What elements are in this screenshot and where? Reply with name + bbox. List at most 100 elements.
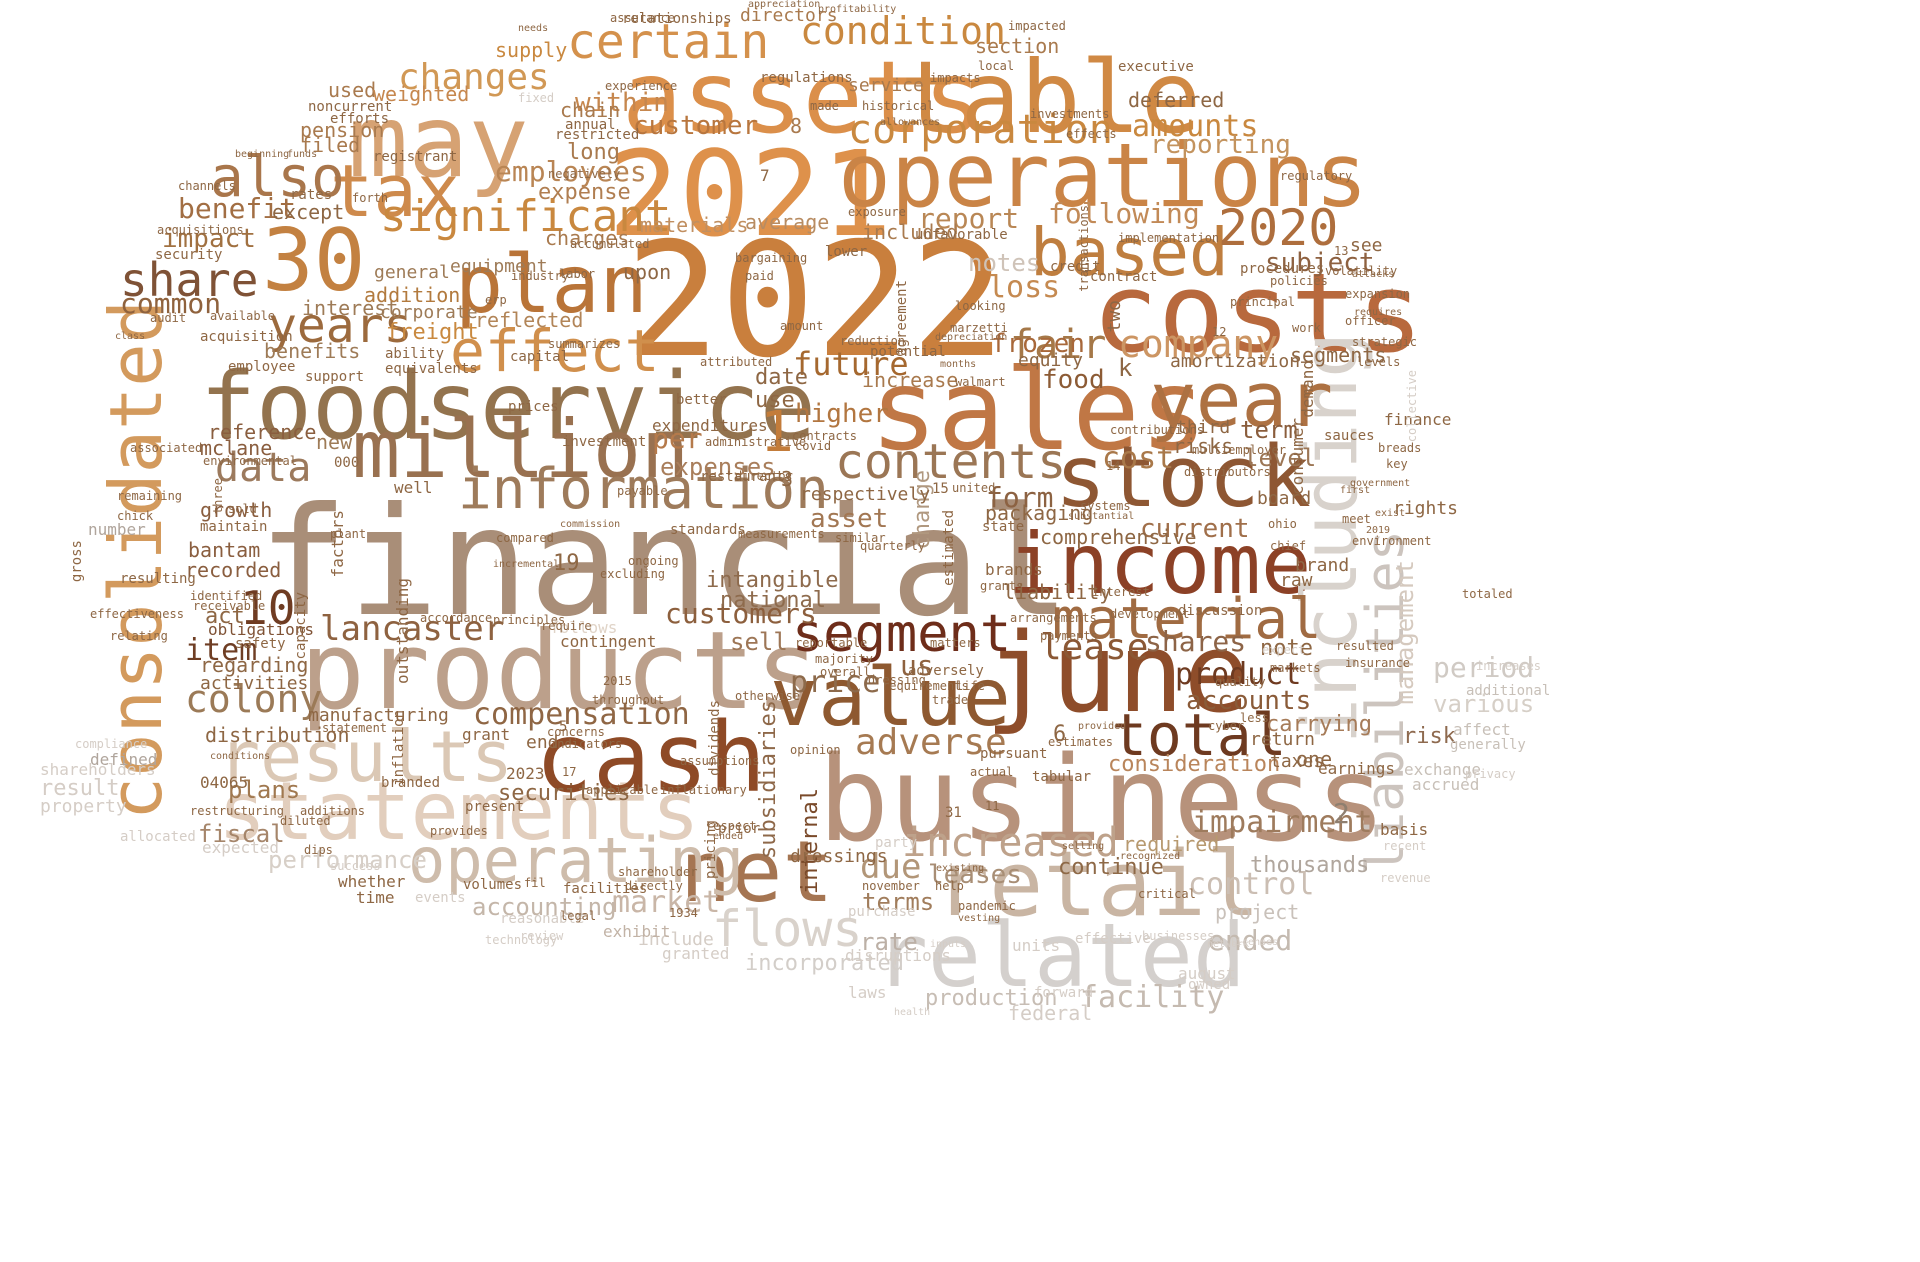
word-obligations: obligations [208, 620, 314, 639]
word-incorporated: incorporated [745, 951, 904, 976]
word-breads: breads [1378, 441, 1422, 455]
word-throughout: throughout [592, 693, 665, 707]
word-expansion: expansion [1345, 287, 1411, 301]
word-time: time [356, 888, 395, 907]
word-brand: brand [1295, 555, 1350, 576]
word-critical: critical [1138, 887, 1196, 901]
word-7: 7 [760, 166, 770, 185]
word-acquisition: acquisition [200, 329, 293, 345]
word-food: food [1042, 365, 1105, 395]
word-reflected: reflected [475, 308, 584, 332]
word-accounting: accounting [472, 893, 617, 921]
word-14: 14 [1106, 459, 1121, 473]
word-administrative: administrative [705, 435, 807, 449]
word-control: control [1188, 867, 1315, 902]
word-require: require [541, 619, 592, 633]
word-expense: expense [538, 180, 631, 205]
word-support: support [305, 369, 365, 385]
word-addition: addition [364, 283, 461, 307]
word-due: due [860, 847, 922, 887]
word-pension: pension [300, 118, 385, 142]
word-prices: prices [508, 399, 559, 415]
word-rates: rates [290, 187, 333, 203]
word-15: 15 [932, 481, 949, 497]
word-markets: markets [1270, 661, 1321, 675]
word-remaining: remaining [117, 489, 183, 503]
word-materials: materials [640, 213, 749, 237]
word-include: include [638, 929, 714, 950]
word-directors: directors [740, 5, 838, 26]
word-environmental: environmental [203, 454, 297, 468]
word-volumes: volumes [463, 877, 523, 893]
word-assumptions: assumptions [680, 754, 760, 768]
word-intangible: intangible [706, 568, 839, 593]
word-equipment: equipment [450, 256, 548, 277]
word-see: see [1350, 235, 1383, 256]
word-cyber: cyber [1208, 719, 1245, 733]
word-ended: ended [1208, 924, 1293, 957]
word-one: one [1296, 747, 1333, 771]
word-purchase: purchase [848, 904, 916, 920]
word-requires: requires [1354, 307, 1403, 318]
word-sell: sell [730, 628, 788, 656]
word-owned: owned [1188, 977, 1231, 993]
word-reduction: reduction [840, 334, 906, 348]
word-11: 11 [985, 799, 1000, 813]
word-price: price [790, 665, 881, 700]
word-exist: exist [1375, 508, 1406, 519]
word-benefits: benefits [264, 339, 361, 363]
word-commission: commission [560, 519, 621, 530]
word-restricted: restricted [555, 127, 640, 143]
word-end: end [526, 732, 559, 753]
word-period: period [1433, 651, 1535, 684]
word-transactions: transactions [1077, 205, 1091, 292]
word-packaging: packaging [985, 501, 1094, 525]
word-compared: compared [496, 531, 554, 545]
word-subject: subject [1265, 248, 1375, 278]
word-walmart: walmart [955, 375, 1006, 389]
word-less: less [1240, 711, 1269, 725]
word-annual: annual [565, 117, 616, 133]
word-shareholders: shareholders [40, 760, 156, 779]
word-consideration: consideration [1108, 752, 1281, 777]
word-recorded: recorded [185, 558, 282, 582]
word-securities: securities [498, 781, 631, 806]
word-fair: fair [1010, 322, 1107, 368]
word-cash: cash [535, 702, 767, 814]
word-vesting: vesting [958, 913, 1001, 924]
word-loss: loss [988, 270, 1061, 305]
word-disruptions: disruptions [845, 946, 951, 965]
word-ability: ability [385, 346, 445, 362]
word-network: network [1207, 939, 1250, 950]
word-reportable: reportable [795, 636, 868, 650]
word-finance: finance [1384, 410, 1452, 429]
word-return: return [1250, 729, 1316, 750]
word-measurements: measurements [738, 527, 825, 541]
word-party: party [875, 835, 918, 851]
word-subsidiaries: subsidiaries [756, 700, 781, 859]
word-negatively: negatively [548, 167, 621, 181]
word-liability: liability [1003, 580, 1112, 604]
word-payments: payments [1040, 629, 1098, 643]
word-restaurants: restaurants [700, 469, 793, 485]
word-risk: risk [1403, 724, 1456, 749]
word-state: state [982, 519, 1025, 535]
word-pandemic: pandemic [958, 899, 1016, 913]
word-19: 19 [553, 551, 580, 576]
word-work: work [1292, 321, 1321, 335]
word-industry: industry [511, 269, 569, 283]
word-risks: risks [1173, 434, 1234, 458]
word-date: date [755, 365, 808, 390]
word-exposure: exposure [848, 205, 906, 219]
word-higher: higher [795, 399, 889, 429]
word-change: change [910, 470, 935, 550]
word-impairment: impairment [1192, 805, 1373, 840]
word-covid: covid [795, 439, 832, 453]
word-regarding: regarding [200, 653, 309, 677]
word-3: 3 [781, 467, 794, 491]
word-required: required [1123, 832, 1220, 856]
word-capacity: capacity [293, 592, 309, 660]
word-review: review [520, 929, 564, 943]
word-fiscal: fiscal [198, 820, 285, 848]
